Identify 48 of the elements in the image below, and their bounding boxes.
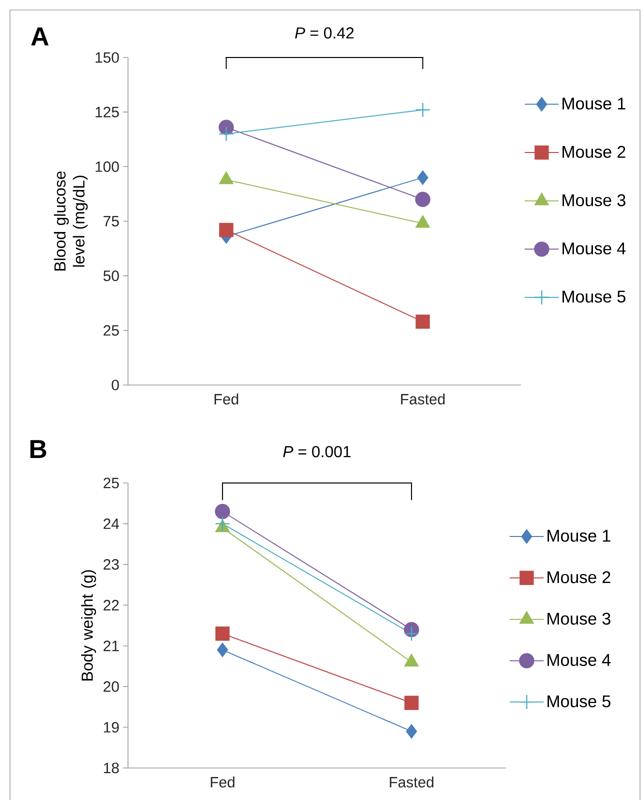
y-tick-label: 19 (104, 722, 119, 733)
text: P = 0.001 (283, 446, 351, 458)
point (416, 314, 430, 329)
y-tick-label: 150 (96, 52, 119, 63)
point (406, 724, 417, 738)
legend-label: Mouse 5 (548, 695, 610, 708)
legend-label: Mouse 2 (562, 146, 626, 158)
legend-label: Mouse 3 (548, 612, 610, 625)
point (415, 102, 430, 118)
point (214, 504, 230, 520)
point (218, 126, 234, 142)
legend-label: Mouse 4 (562, 242, 626, 254)
legend-label: Mouse 1 (562, 98, 626, 110)
y-tick-label: 25 (104, 478, 119, 488)
y-axis-title: Body weight (g) (81, 570, 96, 680)
legend-label: Mouse 4 (548, 654, 611, 666)
y-axis-title: Blood glucose level (mg/dL) (54, 171, 88, 270)
legend-label: Mouse 1 (548, 530, 610, 542)
chart-title: A (31, 28, 49, 46)
y-tick-label: 125 (96, 106, 119, 118)
legend-label: Mouse 5 (562, 290, 626, 303)
point (417, 170, 428, 185)
y-tick-label: 75 (104, 216, 119, 226)
point (404, 626, 420, 642)
text: P = 0.42 (295, 27, 354, 39)
y-tick-label: 18 (104, 762, 119, 774)
y-tick-label: 100 (96, 161, 119, 172)
legend-label: Mouse 2 (548, 571, 610, 584)
point (219, 222, 234, 238)
y-tick-label: 20 (104, 681, 119, 692)
point (217, 642, 228, 658)
x-tick-label: Fed (210, 776, 234, 788)
y-tick-label: 22 (104, 600, 119, 610)
point (415, 192, 430, 208)
point (218, 120, 234, 135)
legend-label: Mouse 3 (562, 194, 626, 206)
y-tick-label: 50 (103, 270, 119, 282)
chart-title: B (30, 440, 46, 458)
x-tick-label: Fed (214, 394, 238, 404)
y-tick-label: 21 (104, 640, 119, 652)
y-tick-label: 25 (104, 325, 119, 336)
point (215, 626, 230, 641)
y-tick-label: 23 (104, 559, 119, 570)
y-tick-label: 24 (104, 518, 120, 529)
point (404, 696, 419, 710)
x-tick-label: Fasted (401, 394, 445, 404)
y-tick-label: 0 (112, 380, 119, 390)
x-tick-label: Fasted (390, 776, 434, 788)
